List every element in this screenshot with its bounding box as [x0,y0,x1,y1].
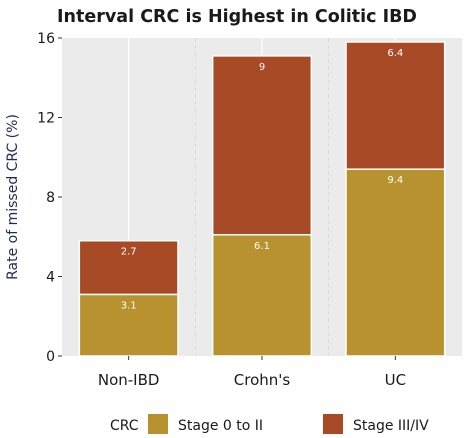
legend-swatch-0 [148,414,168,434]
x-tick-label: Non-IBD [98,371,160,389]
data-label: 9.4 [387,175,403,186]
data-label: 6.4 [387,48,403,59]
y-tick-label: 12 [37,111,55,127]
bar-crohn-s-series-0 [211,234,313,357]
bar-crohn-s-series-1 [211,55,313,236]
y-tick-label: 16 [37,31,55,47]
bar-non-ibd-series-1 [78,239,179,296]
data-label: 2.7 [121,247,137,258]
legend-label-0: Stage 0 to II [178,418,263,434]
x-axis-ticks: Non-IBD Crohn's UC [98,356,406,389]
y-tick-label: 8 [46,190,55,206]
x-tick-label: UC [385,371,406,389]
bar-non-ibd-series-0 [78,293,179,357]
bar-uc-series-0 [345,168,446,357]
legend-swatch-1 [323,414,343,434]
data-label: 6.1 [254,241,270,252]
data-label: 3.1 [121,300,137,311]
bar-uc-series-1 [345,41,446,170]
y-tick-label: 4 [46,270,55,286]
y-axis-ticks: 0 4 8 12 16 [37,31,62,365]
legend-title: CRC [110,418,139,434]
y-tick-label: 0 [46,349,55,365]
bars [78,41,446,357]
legend-label-1: Stage III/IV [353,418,429,434]
x-tick-label: Crohn's [234,371,291,389]
data-label: 9 [259,62,265,73]
legend: CRC Stage 0 to II Stage III/IV [110,414,429,434]
y-axis-label: Rate of missed CRC (%) [5,114,21,280]
chart-title: Interval CRC is Highest in Colitic IBD [57,7,417,27]
data-labels: 3.1 2.7 6.1 9 9.4 6.4 [121,48,404,311]
